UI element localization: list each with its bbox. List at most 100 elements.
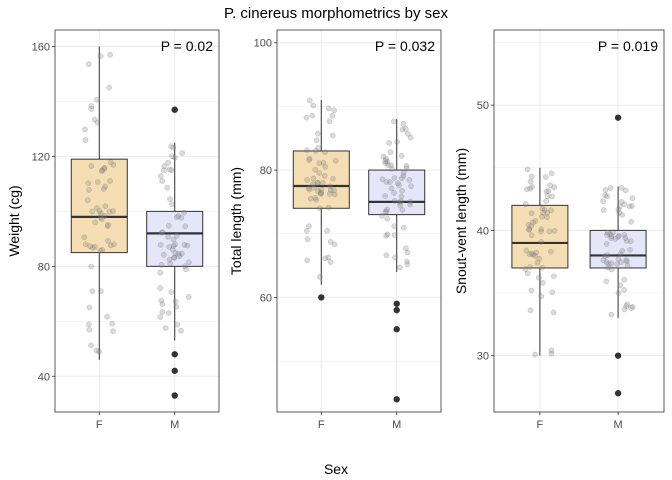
jitter-point bbox=[391, 197, 398, 204]
jitter-point bbox=[397, 202, 404, 209]
y-tick-label: 40 bbox=[38, 371, 50, 383]
jitter-point bbox=[105, 238, 111, 244]
jitter-point bbox=[612, 236, 619, 242]
jitter-point bbox=[316, 170, 323, 176]
jitter-point bbox=[102, 203, 109, 209]
jitter-point bbox=[615, 233, 621, 240]
jitter-point bbox=[99, 216, 105, 222]
jitter-point bbox=[101, 165, 108, 171]
jitter-point bbox=[548, 170, 555, 177]
jitter-point bbox=[532, 351, 538, 358]
jitter-point bbox=[547, 182, 554, 189]
jitter-point bbox=[303, 227, 310, 234]
jitter-point bbox=[618, 259, 624, 265]
jitter-point bbox=[160, 251, 167, 258]
jitter-point bbox=[540, 209, 546, 216]
jitter-point bbox=[550, 309, 557, 316]
jitter-point bbox=[621, 287, 627, 293]
jitter-point bbox=[400, 169, 407, 176]
jitter-point bbox=[86, 321, 92, 328]
jitter-point bbox=[104, 223, 111, 229]
jitter-point bbox=[544, 214, 550, 221]
jitter-point bbox=[396, 199, 403, 206]
jitter-point bbox=[390, 118, 397, 125]
jitter-point bbox=[544, 193, 551, 199]
jitter-point bbox=[173, 232, 180, 239]
jitter-point bbox=[81, 234, 88, 241]
jitter-point bbox=[92, 219, 98, 226]
jitter-point bbox=[93, 347, 100, 354]
jitter-point bbox=[547, 248, 554, 255]
jitter-point bbox=[182, 263, 188, 270]
y-axis-title: Total length (mm) bbox=[228, 167, 244, 275]
outlier-point-M bbox=[171, 106, 178, 113]
jitter-point bbox=[545, 188, 552, 194]
jitter-point bbox=[408, 183, 414, 190]
jitter-point bbox=[89, 288, 96, 295]
jitter-point bbox=[389, 165, 395, 172]
jitter-point bbox=[164, 184, 171, 191]
jitter-point bbox=[325, 204, 332, 211]
panel-2: 60 80 100 F M Total length (mm) P = 0.032 bbox=[228, 29, 442, 431]
jitter-point bbox=[403, 162, 410, 169]
jitter-point bbox=[84, 197, 91, 204]
jitter-point bbox=[168, 167, 175, 174]
jitter-point bbox=[391, 175, 398, 181]
jitter-point bbox=[315, 144, 322, 151]
jitter-point bbox=[159, 178, 166, 184]
jitter-point bbox=[608, 260, 615, 267]
jitter-point bbox=[178, 214, 185, 221]
jitter-point bbox=[399, 187, 405, 194]
jitter-point bbox=[165, 159, 171, 166]
outlier-point-M bbox=[393, 306, 400, 314]
jitter-point bbox=[400, 224, 407, 231]
jitter-point bbox=[400, 121, 407, 127]
jitter-point bbox=[548, 347, 555, 354]
jitter-point bbox=[536, 255, 543, 262]
jitter-point bbox=[310, 181, 316, 188]
jitter-point bbox=[608, 233, 615, 240]
jitter-point bbox=[98, 288, 104, 295]
jitter-point bbox=[171, 154, 178, 161]
jitter-point bbox=[324, 227, 330, 234]
jitter-point bbox=[178, 327, 184, 334]
jitter-point bbox=[621, 232, 628, 238]
panel-background bbox=[277, 30, 441, 412]
jitter-point bbox=[404, 258, 410, 265]
jitter-point bbox=[96, 208, 103, 215]
jitter-point bbox=[384, 206, 390, 213]
jitter-point bbox=[166, 222, 172, 229]
jitter-point bbox=[86, 186, 92, 193]
jitter-point bbox=[404, 261, 411, 268]
jitter-point bbox=[325, 254, 332, 261]
x-axis-title: Sex bbox=[324, 461, 348, 477]
x-tick-label: M bbox=[614, 419, 623, 431]
jitter-point bbox=[402, 245, 409, 252]
jitter-point bbox=[539, 264, 546, 271]
jitter-point bbox=[384, 231, 391, 238]
jitter-point bbox=[379, 176, 386, 183]
jitter-point bbox=[399, 126, 406, 133]
jitter-point bbox=[86, 326, 93, 333]
jitter-point bbox=[522, 266, 529, 272]
jitter-point bbox=[157, 269, 164, 276]
jitter-point bbox=[628, 238, 634, 245]
jitter-point bbox=[623, 303, 630, 310]
jitter-point bbox=[307, 195, 314, 202]
jitter-point bbox=[383, 252, 390, 259]
jitter-point bbox=[158, 261, 165, 268]
jitter-point bbox=[525, 221, 532, 228]
jitter-point bbox=[89, 208, 96, 215]
jitter-point bbox=[621, 201, 628, 208]
jitter-point bbox=[158, 229, 165, 236]
jitter-point bbox=[107, 242, 114, 249]
y-tick-label: 160 bbox=[32, 41, 50, 53]
jitter-point bbox=[107, 51, 113, 58]
jitter-point bbox=[186, 259, 192, 266]
jitter-point bbox=[86, 304, 93, 311]
jitter-point bbox=[523, 247, 530, 254]
jitter-point bbox=[165, 310, 172, 316]
jitter-point bbox=[170, 145, 177, 151]
jitter-point bbox=[305, 185, 312, 191]
jitter-point bbox=[539, 205, 546, 212]
